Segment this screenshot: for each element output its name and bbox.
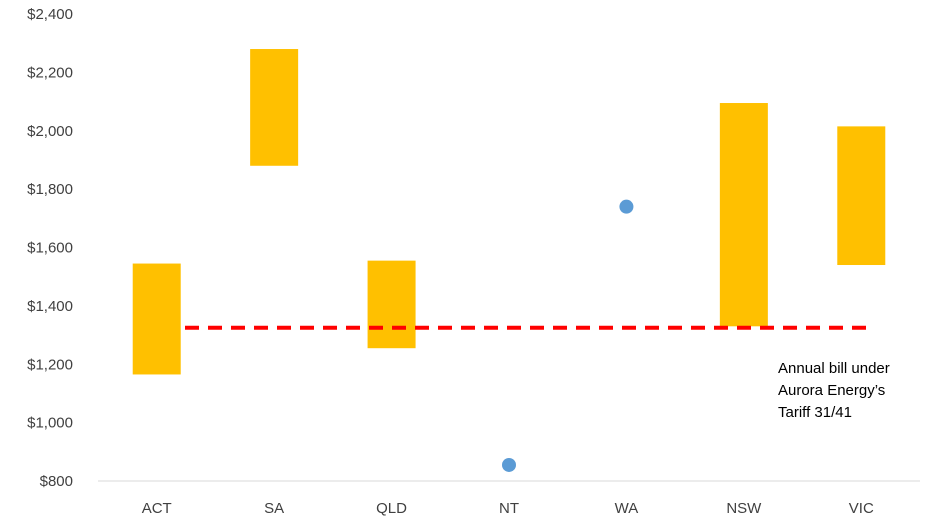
range-bars (132, 49, 886, 375)
y-tick-label: $1,200 (27, 356, 73, 373)
x-tick-label: WA (615, 500, 639, 517)
point-wa (619, 199, 634, 214)
range-bar-nsw (719, 103, 768, 327)
reference-line-group: Annual bill under Aurora Energy’s Tariff 3… (185, 325, 890, 421)
x-tick-label: QLD (376, 500, 407, 517)
y-axis: $800 $1,000 $1,200 $1,400 $1,600 $1,800 $2,000… (27, 6, 73, 490)
x-tick-label: VIC (849, 500, 874, 517)
points (502, 199, 634, 472)
range-bar-vic (837, 126, 886, 266)
x-axis: ACT SA QLD NT WA NSW VIC (98, 480, 920, 517)
point-nt (502, 457, 516, 472)
reference-line-label: Aurora Energy’s (778, 382, 885, 399)
y-tick-label: $2,000 (27, 123, 73, 140)
reference-line-label: Tariff 31/41 (778, 404, 852, 421)
reference-line-label: Annual bill under (778, 360, 890, 377)
y-tick-label: $1,600 (27, 240, 73, 257)
y-tick-label: $800 (40, 473, 73, 490)
y-tick-label: $2,400 (27, 6, 73, 23)
range-bar-sa (250, 49, 299, 166)
x-tick-label: NSW (726, 500, 762, 517)
x-tick-label: ACT (142, 500, 172, 517)
y-tick-label: $1,000 (27, 415, 73, 432)
range-bar-qld (367, 260, 416, 349)
y-tick-label: $2,200 (27, 64, 73, 81)
x-tick-label: NT (499, 500, 519, 517)
range-bar-act (132, 263, 181, 375)
y-tick-label: $1,400 (27, 298, 73, 315)
x-tick-label: SA (264, 500, 284, 517)
y-tick-label: $1,800 (27, 181, 73, 198)
